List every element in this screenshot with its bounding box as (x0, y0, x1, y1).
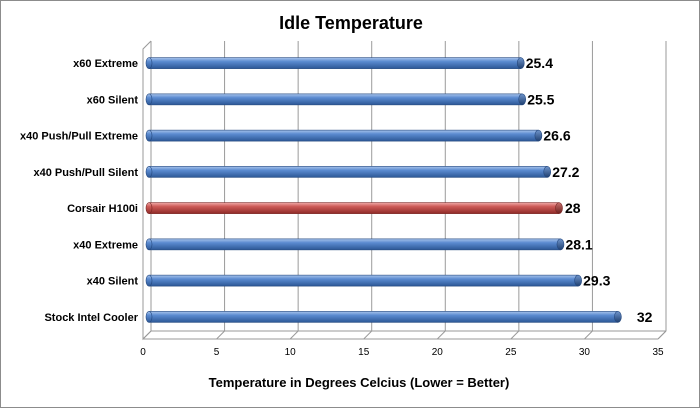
category-label: Corsair H100i (67, 203, 138, 215)
bar-start-cap (145, 166, 153, 178)
floor-gridline (289, 330, 299, 340)
x-tick-label: 10 (285, 347, 297, 358)
bar-start-cap (145, 311, 153, 323)
bar-stock-intel-cooler (145, 311, 622, 323)
x-tick-label: 5 (214, 347, 220, 358)
bar-x40-push-pull-extreme (145, 129, 543, 142)
data-label: 32 (637, 309, 653, 325)
floor-gridline (142, 330, 152, 340)
data-label: 26.6 (543, 128, 570, 144)
bar-end-cap (534, 129, 543, 142)
bar-x40-silent (145, 274, 582, 287)
data-label: 28 (565, 200, 581, 216)
gridlines (142, 41, 667, 340)
bar-end-cap (556, 238, 565, 251)
x-tick-label: 35 (652, 347, 664, 358)
floor-gridline (216, 330, 225, 340)
floor-gridline (657, 330, 667, 340)
bar-end-cap (543, 166, 552, 178)
floor-gridline (363, 330, 373, 340)
category-label: x40 Silent (87, 276, 139, 288)
category-label: x40 Extreme (73, 239, 138, 251)
bar-x60-silent (145, 93, 527, 106)
data-label: 27.2 (552, 164, 579, 180)
x-tick-label: 0 (140, 347, 146, 358)
bar-body (148, 129, 539, 142)
x-tick-label: 15 (358, 347, 370, 358)
x-axis-label: Temperature in Degrees Celcius (Lower = … (209, 375, 510, 390)
bar-start-cap (145, 57, 153, 69)
left-wall (142, 40, 152, 341)
x-tick-labels: 0 5 10 15 20 25 30 35 (140, 347, 664, 358)
data-label: 25.5 (527, 91, 554, 107)
bar-x40-extreme (145, 238, 565, 251)
category-labels: x60 Extreme x60 Silent x40 Push/Pull Extre… (20, 58, 139, 324)
data-label: 28.1 (565, 236, 592, 252)
bar-start-cap (145, 238, 153, 251)
data-labels: 25.4 25.5 26.6 27.2 28 28.1 29.3 32 (526, 55, 653, 325)
data-label: 29.3 (583, 273, 610, 289)
chart-title: Idle Temperature (279, 13, 423, 33)
floor-gridline (584, 330, 593, 340)
bar-body (148, 202, 560, 214)
category-label: x40 Push/Pull Extreme (20, 131, 138, 143)
data-label: 25.4 (526, 55, 553, 71)
bar-body (148, 166, 548, 178)
bar-start-cap (145, 202, 153, 214)
bar-body (148, 274, 579, 287)
bar-body (148, 57, 522, 69)
bar-end-cap (555, 202, 563, 214)
bar-end-cap (614, 311, 622, 323)
bar-corsair-h100i (145, 202, 563, 214)
category-label: x60 Extreme (73, 58, 138, 70)
bar-start-cap (145, 274, 153, 287)
category-label: Stock Intel Cooler (44, 312, 138, 324)
bar-end-cap (518, 93, 527, 106)
floor-gridline (510, 330, 520, 340)
x-tick-label: 30 (579, 347, 591, 358)
bar-x40-push-pull-silent (145, 166, 552, 178)
x-tick-label: 25 (505, 347, 517, 358)
bar-body (148, 93, 523, 106)
bar-end-cap (516, 57, 525, 69)
bar-start-cap (145, 93, 153, 106)
bar-start-cap (145, 129, 153, 142)
plot-area (142, 40, 667, 341)
category-label: x60 Silent (87, 94, 139, 106)
floor-gridline (436, 330, 446, 340)
bars (145, 57, 622, 323)
x-tick-label: 20 (432, 347, 444, 358)
bar-body (148, 238, 561, 251)
bar-body (148, 311, 619, 323)
bar-end-cap (574, 274, 582, 287)
bar-x60-extreme (145, 57, 525, 69)
category-label: x40 Push/Pull Silent (33, 167, 138, 179)
